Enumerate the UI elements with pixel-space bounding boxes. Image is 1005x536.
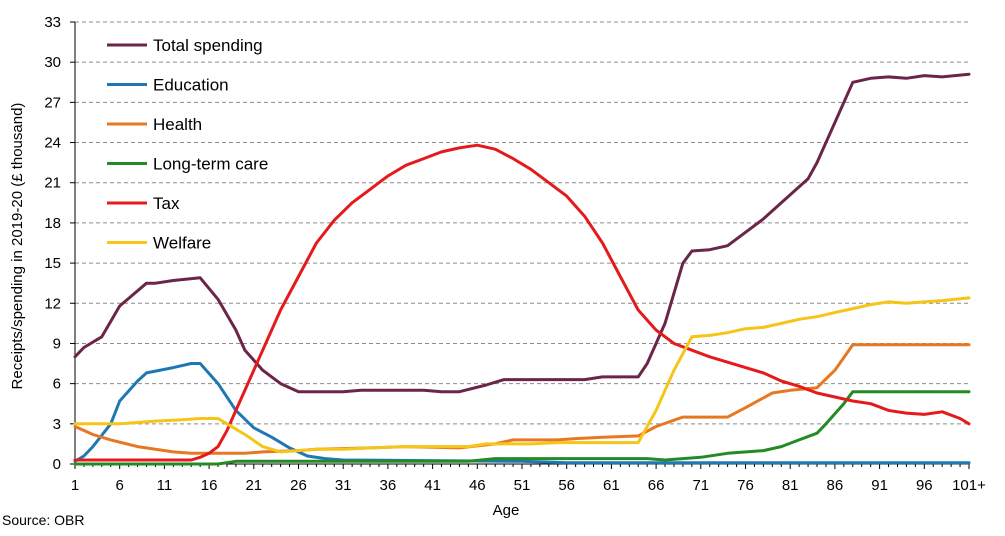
x-tick-label: 61 — [603, 477, 620, 494]
x-tick-label: 56 — [558, 477, 575, 494]
x-tick-label: 66 — [648, 477, 665, 494]
x-tick-label: 21 — [245, 477, 262, 494]
legend-label-education: Education — [153, 76, 229, 95]
x-tick-label: 51 — [514, 477, 531, 494]
y-tick-label: 21 — [44, 175, 61, 192]
series-line-education — [73, 362, 971, 465]
y-tick-label: 33 — [44, 14, 61, 31]
x-tick-label: 6 — [116, 477, 124, 494]
y-tick-label: 0 — [53, 456, 61, 473]
legend-label-long-term-care: Long-term care — [153, 155, 268, 174]
x-tick-label: 101+ — [952, 477, 986, 494]
legend-label-health: Health — [153, 115, 202, 134]
source-note: Source: OBR — [2, 512, 84, 528]
x-tick-label: 41 — [424, 477, 441, 494]
series-line-tax — [73, 143, 971, 462]
y-tick-label: 9 — [53, 335, 61, 352]
x-tick-label: 26 — [290, 477, 307, 494]
x-tick-label: 46 — [469, 477, 486, 494]
x-tick-label: 86 — [827, 477, 844, 494]
y-tick-label: 12 — [44, 295, 61, 312]
x-tick-label: 11 — [157, 477, 173, 494]
y-tick-label: 27 — [44, 94, 61, 111]
series-line-welfare — [73, 296, 971, 454]
x-tick-labels: 1 6 11 16 21 26 31 36 41 46 51 56 61 66 71 76 81 86 91 96 10… — [71, 477, 986, 494]
x-tick-label: 16 — [201, 477, 218, 494]
series-line-total-spending — [73, 72, 971, 394]
x-tick-label: 76 — [737, 477, 754, 494]
series-lines — [73, 72, 971, 466]
x-tick-label: 36 — [380, 477, 397, 494]
y-tick-label: 18 — [44, 215, 61, 232]
series-line-long-term-care — [73, 390, 971, 466]
x-axis-title: Age — [493, 502, 520, 519]
series-line-health — [73, 343, 971, 455]
y-tick-label: 30 — [44, 54, 61, 71]
y-tick-label: 24 — [44, 135, 61, 152]
legend-label-total-spending: Total spending — [153, 36, 263, 55]
x-tick-label: 91 — [871, 477, 888, 494]
legend-label-tax: Tax — [153, 194, 180, 213]
x-tick-label: 96 — [916, 477, 933, 494]
legend-label-welfare: Welfare — [153, 234, 211, 253]
x-tick-label: 81 — [782, 477, 799, 494]
y-tick-label: 3 — [53, 416, 61, 433]
y-tick-labels: 0 3 6 9 12 15 18 21 24 27 30 33 — [44, 14, 61, 473]
y-tick-label: 15 — [44, 255, 61, 272]
x-tick-label: 71 — [692, 477, 709, 494]
x-tick-label: 31 — [335, 477, 352, 494]
y-axis-title: Receipts/spending in 2019-20 (£ thousand… — [9, 103, 26, 390]
x-tick-label: 1 — [71, 477, 79, 494]
y-tick-label: 6 — [53, 376, 61, 393]
legend: Total spending Education Health Long-term c… — [107, 36, 268, 253]
